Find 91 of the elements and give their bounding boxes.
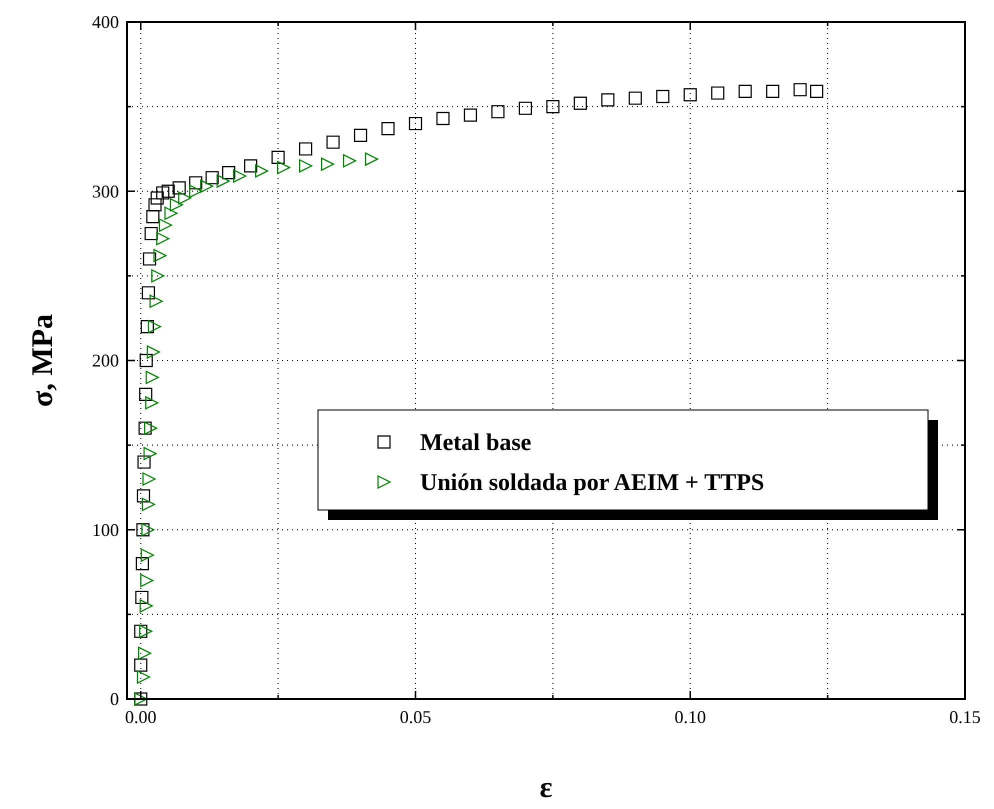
point	[277, 160, 290, 174]
point	[255, 164, 268, 178]
point	[148, 320, 162, 334]
point	[436, 112, 450, 126]
point	[684, 88, 697, 102]
point	[156, 232, 170, 246]
point	[142, 286, 156, 300]
point	[141, 523, 154, 536]
point	[272, 150, 285, 164]
point	[222, 166, 236, 180]
point	[354, 128, 368, 142]
point	[139, 624, 152, 638]
point	[326, 136, 340, 149]
point	[200, 180, 214, 193]
point	[146, 210, 160, 224]
point	[810, 84, 824, 98]
x-axis-title: ε	[540, 771, 553, 804]
point	[139, 388, 152, 401]
point	[136, 670, 150, 684]
point	[140, 599, 153, 613]
point	[142, 252, 156, 266]
point	[164, 206, 178, 220]
point	[601, 93, 614, 106]
point	[320, 158, 334, 171]
point	[140, 574, 154, 588]
y-tick-label: 200	[92, 350, 119, 370]
point	[135, 590, 148, 604]
y-tick-label: 0	[110, 689, 119, 709]
point	[464, 108, 478, 122]
y-tick-label: 100	[92, 520, 119, 540]
point	[138, 422, 152, 435]
point	[408, 116, 422, 130]
point	[172, 181, 186, 194]
point	[342, 154, 356, 168]
point	[136, 489, 150, 502]
point	[140, 548, 154, 562]
point	[151, 269, 164, 282]
point	[153, 248, 167, 262]
x-tick-label: 0.00	[124, 707, 156, 727]
point	[156, 186, 170, 200]
point	[144, 422, 158, 435]
legend-label: Metal base	[420, 430, 532, 456]
x-tick-label: 0.15	[949, 707, 981, 727]
point	[138, 646, 152, 660]
point	[140, 354, 153, 368]
point	[146, 345, 160, 359]
point	[381, 122, 395, 136]
point	[766, 84, 780, 98]
point	[206, 171, 219, 184]
point	[364, 152, 378, 166]
point	[574, 96, 587, 110]
point	[134, 658, 148, 672]
point	[170, 198, 184, 212]
point	[178, 191, 192, 205]
point	[298, 159, 312, 172]
point	[136, 523, 150, 536]
point	[491, 105, 505, 118]
point	[189, 176, 202, 190]
point	[628, 92, 642, 105]
point	[140, 320, 154, 334]
point	[142, 498, 156, 511]
point	[546, 100, 560, 114]
point	[298, 142, 312, 156]
y-tick-label: 400	[92, 12, 119, 32]
point	[794, 83, 807, 96]
point	[162, 184, 175, 198]
y-axis-title: σ, MPa	[26, 314, 59, 407]
point	[216, 174, 230, 188]
point	[711, 86, 724, 100]
point	[142, 472, 156, 486]
point	[137, 455, 151, 469]
x-tick-label: 0.05	[400, 707, 432, 727]
point	[143, 446, 157, 460]
point	[136, 557, 149, 570]
point	[146, 370, 159, 384]
x-tick-label: 0.10	[674, 707, 706, 727]
point	[144, 226, 158, 240]
point	[656, 90, 670, 104]
point	[244, 159, 258, 172]
point	[150, 191, 164, 205]
point	[148, 198, 162, 212]
point	[150, 294, 163, 308]
point	[189, 184, 202, 198]
y-tick-label: 300	[92, 181, 119, 202]
point	[738, 84, 752, 98]
point	[233, 169, 246, 183]
point	[518, 102, 532, 115]
legend-label: Unión soldada por AEIM + TTPS	[420, 470, 764, 496]
point	[134, 624, 148, 638]
point	[145, 396, 158, 410]
point	[158, 218, 172, 232]
